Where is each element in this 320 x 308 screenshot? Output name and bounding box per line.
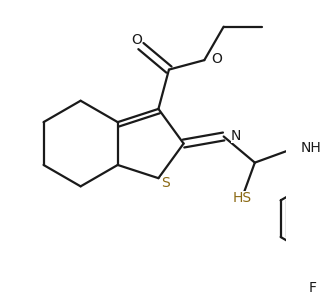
Text: N: N bbox=[230, 129, 241, 144]
Text: O: O bbox=[131, 33, 142, 47]
Text: O: O bbox=[211, 52, 222, 66]
Text: NH: NH bbox=[301, 140, 320, 155]
Text: S: S bbox=[161, 176, 170, 190]
Text: HS: HS bbox=[233, 191, 252, 205]
Text: F: F bbox=[308, 281, 316, 295]
